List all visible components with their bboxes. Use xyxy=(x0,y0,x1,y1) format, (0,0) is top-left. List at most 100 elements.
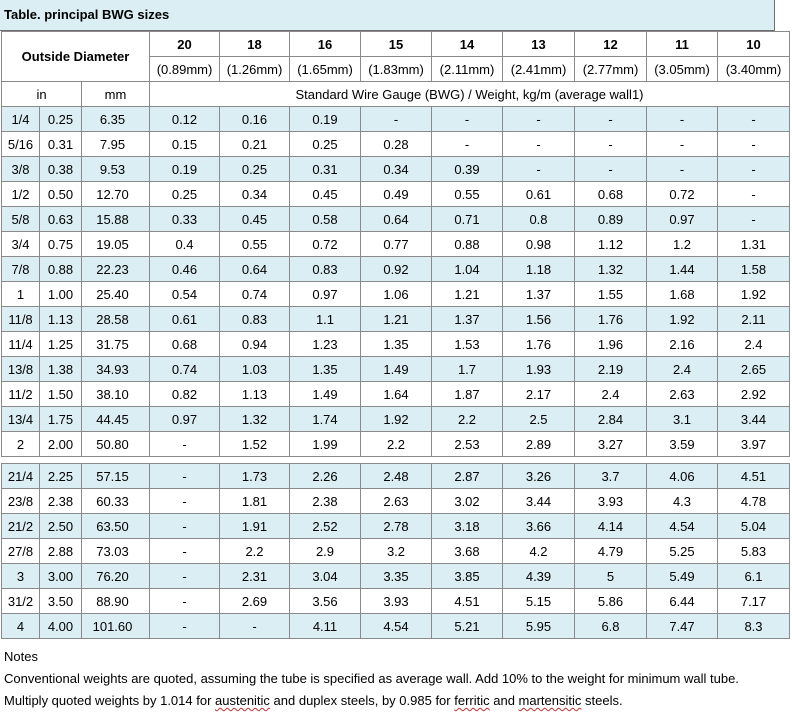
weight-cell: 2.48 xyxy=(360,463,432,489)
weight-cell: 5.49 xyxy=(646,563,718,589)
diameter-fraction-cell: 11/8 xyxy=(1,306,40,332)
weight-cell: 6.1 xyxy=(717,563,790,589)
weight-cell: 0.21 xyxy=(219,131,290,157)
weight-cell: 1.87 xyxy=(431,381,503,407)
weight-cell: 3.93 xyxy=(360,588,432,614)
table-row: 23/8 2.38 60.33-1.81 2.38 2.63 3.02 3.44 3.93 4.… xyxy=(1,488,790,514)
weight-cell: 4.2 xyxy=(502,538,575,564)
weight-cell: 0.88 xyxy=(431,231,503,257)
diameter-inch-cell: 3.50 xyxy=(39,588,82,614)
wall-thickness-header: (1.83mm) xyxy=(360,56,432,82)
diameter-mm-cell: 34.93 xyxy=(81,356,150,382)
weight-cell: - xyxy=(574,156,647,182)
weight-cell: 0.12 xyxy=(149,106,220,132)
weight-cell: - xyxy=(219,613,290,639)
bwg-table: Outside Diameter 20 18 16 15 14 13 12 11… xyxy=(1,31,790,639)
diameter-inch-cell: 0.50 xyxy=(39,181,82,207)
diameter-fraction-cell: 27/8 xyxy=(1,538,40,564)
wall-thickness-header: (3.05mm) xyxy=(646,56,718,82)
weight-cell: 1.56 xyxy=(502,306,575,332)
table-row: 21/4 2.25 57.15-1.73 2.26 2.48 2.87 3.26 3.7 4.0… xyxy=(1,463,790,489)
weight-cell: 0.16 xyxy=(219,106,290,132)
weight-cell: 2.26 xyxy=(289,463,361,489)
section-gap xyxy=(1,456,790,464)
weight-cell: 2.4 xyxy=(574,381,647,407)
diameter-mm-cell: 12.70 xyxy=(81,181,150,207)
weight-cell: - xyxy=(574,131,647,157)
weight-cell: 1.93 xyxy=(502,356,575,382)
weight-cell: 5.86 xyxy=(574,588,647,614)
weight-cell: 1.03 xyxy=(219,356,290,382)
table-title: Table. principal BWG sizes xyxy=(0,0,775,31)
weight-cell: 0.97 xyxy=(646,206,718,232)
table-row: 1/4 0.25 6.35 0.12 0.16 0.19- - - - - - xyxy=(1,106,790,132)
weight-cell: 0.83 xyxy=(289,256,361,282)
weight-cell: - xyxy=(149,431,220,457)
weight-cell: 0.72 xyxy=(646,181,718,207)
notes-text: and duplex steels, by 0.985 for xyxy=(269,693,455,708)
gauge-header: 16 xyxy=(289,31,361,57)
weight-cell: 3.56 xyxy=(289,588,361,614)
weight-cell: - xyxy=(502,106,575,132)
weight-cell: 2.87 xyxy=(431,463,503,489)
wall-thickness-header: (1.26mm) xyxy=(219,56,290,82)
table-row: 4 4.00 101.60- -4.11 4.54 5.21 5.95 6.8 7.47 8.3 xyxy=(1,613,790,639)
diameter-fraction-cell: 11/2 xyxy=(1,381,40,407)
weight-cell: 3.59 xyxy=(646,431,718,457)
weight-cell: 0.55 xyxy=(431,181,503,207)
weight-cell: 1.18 xyxy=(502,256,575,282)
weight-cell: 1.7 xyxy=(431,356,503,382)
weight-cell: 6.8 xyxy=(574,613,647,639)
diameter-fraction-cell: 13/8 xyxy=(1,356,40,382)
notes-spellcheck-word: ferritic xyxy=(454,693,490,708)
weight-cell: 1.76 xyxy=(502,331,575,357)
weight-cell: 2.69 xyxy=(219,588,290,614)
weight-cell: 1.55 xyxy=(574,281,647,307)
gauge-header: 15 xyxy=(360,31,432,57)
diameter-inch-cell: 1.75 xyxy=(39,406,82,432)
weight-cell: 1.74 xyxy=(289,406,361,432)
diameter-fraction-cell: 1/4 xyxy=(1,106,40,132)
weight-cell: 1.68 xyxy=(646,281,718,307)
weight-cell: 1.99 xyxy=(289,431,361,457)
weight-cell: - xyxy=(646,106,718,132)
diameter-mm-cell: 44.45 xyxy=(81,406,150,432)
diameter-inch-cell: 1.25 xyxy=(39,331,82,357)
diameter-inch-cell: 2.00 xyxy=(39,431,82,457)
weight-cell: 3.1 xyxy=(646,406,718,432)
weight-cell: 2.63 xyxy=(646,381,718,407)
diameter-fraction-cell: 21/2 xyxy=(1,513,40,539)
notes-heading: Notes xyxy=(4,649,38,664)
weight-cell: 2.2 xyxy=(431,406,503,432)
weight-cell: 2.16 xyxy=(646,331,718,357)
weight-cell: 3.35 xyxy=(360,563,432,589)
table-row: 11/2 1.50 38.10 0.82 1.13 1.49 1.64 1.87 2.17 2.4… xyxy=(1,381,790,407)
weight-cell: 2.5 xyxy=(502,406,575,432)
weight-cell: 8.3 xyxy=(717,613,790,639)
diameter-mm-cell: 60.33 xyxy=(81,488,150,514)
diameter-fraction-cell: 3 xyxy=(1,563,40,589)
diameter-fraction-cell: 23/8 xyxy=(1,488,40,514)
wall-thickness-header: (2.11mm) xyxy=(431,56,503,82)
diameter-fraction-cell: 3/8 xyxy=(1,156,40,182)
diameter-mm-cell: 15.88 xyxy=(81,206,150,232)
weight-cell: 0.49 xyxy=(360,181,432,207)
weight-cell: 1.92 xyxy=(717,281,790,307)
diameter-fraction-cell: 1 xyxy=(1,281,40,307)
weight-cell: 4.06 xyxy=(646,463,718,489)
weight-cell: - xyxy=(717,206,790,232)
weight-cell: - xyxy=(149,488,220,514)
table-row: 31/2 3.50 88.90-2.69 3.56 3.93 4.51 5.15 5.86 6.… xyxy=(1,588,790,614)
weight-cell: 0.31 xyxy=(289,156,361,182)
weight-cell: 2.84 xyxy=(574,406,647,432)
wall-thickness-row: (0.89mm) (1.26mm) (1.65mm) (1.83mm) (2.1… xyxy=(2,56,790,82)
weight-cell: 4.11 xyxy=(289,613,361,639)
weight-cell: 2.38 xyxy=(289,488,361,514)
diameter-inch-cell: 1.50 xyxy=(39,381,82,407)
weight-cell: 2.4 xyxy=(646,356,718,382)
diameter-mm-cell: 19.05 xyxy=(81,231,150,257)
notes-line-1: Conventional weights are quoted, assumin… xyxy=(4,671,739,686)
weight-cell: 0.61 xyxy=(502,181,575,207)
weight-cell: 2.17 xyxy=(502,381,575,407)
weight-cell: - xyxy=(717,156,790,182)
